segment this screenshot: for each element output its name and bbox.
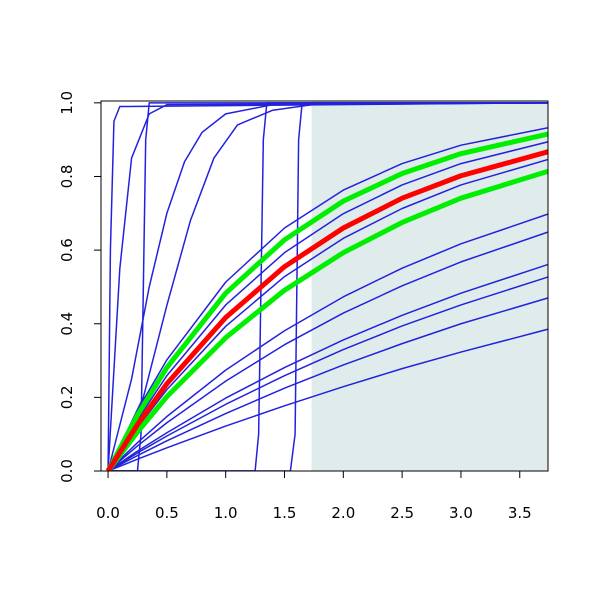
series-line: [107, 213, 548, 471]
series-line: [106, 168, 548, 471]
series-line: [107, 102, 548, 471]
y-tick-label: 0.2: [58, 385, 76, 409]
y-tick-label: 1.0: [58, 91, 76, 115]
series-line: [107, 297, 548, 471]
shaded-region: [311, 101, 548, 471]
series-line: [107, 141, 548, 471]
series-line: [107, 328, 548, 471]
series-line: [107, 231, 548, 471]
x-tick-label: 1.5: [273, 504, 297, 522]
plot-lines: [105, 102, 548, 471]
x-tick-label: 2.5: [390, 504, 414, 522]
x-tick-label: 3.5: [508, 504, 532, 522]
series-line: [107, 102, 548, 471]
series-line: [108, 102, 548, 471]
series-line: [108, 102, 548, 471]
y-tick-label: 0.8: [58, 165, 76, 189]
y-tick-label: 0.0: [58, 459, 76, 483]
series-line: [107, 102, 548, 471]
x-tick-label: 3.0: [449, 504, 473, 522]
series-line: [107, 126, 548, 471]
series-line: [107, 263, 548, 471]
x-tick-label: 0.0: [96, 504, 120, 522]
x-tick-label: 2.0: [331, 504, 355, 522]
x-tick-label: 0.5: [155, 504, 179, 522]
y-tick-label: 0.6: [58, 238, 76, 262]
y-tick-label: 0.4: [58, 312, 76, 336]
series-line: [107, 102, 548, 471]
x-tick-label: 1.0: [214, 504, 238, 522]
series-line: [105, 131, 548, 471]
series-line: [105, 149, 548, 471]
series-line: [107, 276, 548, 471]
